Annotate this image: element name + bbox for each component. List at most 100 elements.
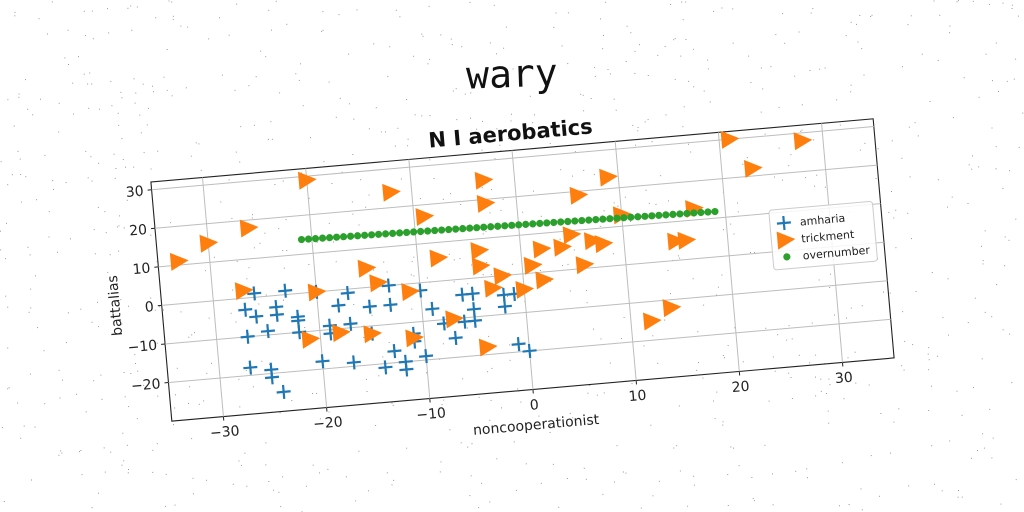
data-point	[494, 222, 502, 230]
speckle-dot	[539, 269, 541, 271]
speckle-dot	[626, 25, 628, 27]
speckle-dot	[807, 477, 808, 479]
speckle-dot	[252, 214, 253, 216]
speckle-dot	[751, 477, 753, 478]
data-point	[562, 226, 582, 245]
speckle-dot	[620, 338, 622, 339]
speckle-dot	[265, 464, 267, 466]
data-point	[346, 232, 355, 240]
speckle-dot	[471, 443, 473, 445]
speckle-dot	[25, 176, 27, 178]
data-point	[585, 216, 593, 224]
speckle-dot	[58, 454, 60, 456]
speckle-dot	[228, 179, 230, 181]
data-point	[346, 355, 361, 370]
speckle-dot	[798, 354, 800, 356]
speckle-dot	[439, 471, 441, 473]
speckle-dot	[304, 327, 306, 328]
speckle-dot	[441, 404, 443, 405]
speckle-dot	[947, 278, 949, 280]
speckle-dot	[208, 317, 210, 319]
data-point	[493, 267, 513, 286]
speckle-dot	[730, 223, 732, 225]
speckle-dot	[62, 379, 63, 381]
speckle-dot	[871, 14, 873, 16]
speckle-dot	[482, 233, 484, 235]
data-point	[583, 232, 603, 251]
speckle-dot	[992, 437, 994, 439]
speckle-dot	[490, 399, 492, 401]
data-point	[307, 283, 327, 302]
speckle-dot	[131, 29, 133, 31]
speckle-dot	[931, 272, 933, 273]
speckle-dot	[378, 375, 380, 377]
speckle-dot	[713, 10, 715, 12]
speckle-dot	[150, 168, 152, 170]
speckle-dot	[327, 468, 329, 470]
data-point	[415, 208, 435, 227]
speckle-dot	[679, 470, 681, 472]
speckle-dot	[915, 291, 917, 292]
speckle-dot	[603, 392, 605, 394]
speckle-dot	[333, 241, 334, 243]
data-point	[304, 235, 313, 243]
speckle-dot	[790, 377, 792, 378]
speckle-dot	[275, 0, 277, 2]
speckle-dot	[824, 186, 826, 188]
speckle-dot	[93, 229, 95, 231]
data-point	[418, 349, 434, 364]
x-grid-line	[717, 132, 740, 372]
speckle-dot	[323, 161, 325, 163]
speckle-dot	[232, 289, 234, 291]
speckle-dot	[879, 495, 880, 497]
speckle-dot	[883, 291, 884, 293]
speckle-dot	[632, 124, 634, 126]
speckle-dot	[645, 189, 647, 191]
speckle-dot	[143, 384, 145, 386]
speckle-dot	[679, 257, 681, 259]
speckle-dot	[870, 16, 872, 17]
speckle-dot	[48, 236, 50, 238]
data-point	[474, 171, 494, 190]
speckle-dot	[135, 92, 137, 94]
speckle-dot	[104, 471, 106, 473]
speckle-dot	[722, 421, 724, 423]
speckle-dot	[949, 32, 950, 34]
speckle-dot	[746, 157, 748, 159]
speckle-dot	[553, 26, 555, 28]
speckle-dot	[20, 201, 22, 203]
speckle-dot	[421, 33, 423, 35]
speckle-dot	[961, 414, 963, 416]
speckle-dot	[80, 308, 82, 310]
speckle-dot	[603, 210, 605, 212]
speckle-dot	[514, 227, 516, 229]
speckle-dot	[305, 485, 307, 487]
speckle-dot	[956, 1, 958, 3]
speckle-dot	[0, 230, 1, 232]
speckle-dot	[674, 38, 676, 40]
speckle-dot	[982, 263, 984, 265]
speckle-dot	[115, 168, 117, 169]
data-point	[564, 217, 572, 226]
speckle-dot	[513, 441, 515, 443]
speckle-dot	[220, 201, 222, 203]
speckle-dot	[888, 212, 890, 214]
speckle-dot	[426, 277, 428, 279]
speckle-dot	[70, 238, 71, 240]
speckle-dot	[460, 204, 462, 205]
speckle-dot	[114, 177, 116, 179]
speckle-dot	[859, 15, 861, 16]
speckle-dot	[1000, 503, 1002, 505]
speckle-dot	[895, 247, 897, 249]
speckle-dot	[258, 303, 260, 305]
speckle-dot	[707, 59, 709, 61]
speckle-dot	[94, 253, 96, 255]
speckle-dot	[772, 504, 774, 506]
speckle-dot	[271, 29, 272, 31]
speckle-dot	[586, 290, 588, 292]
speckle-dot	[991, 127, 993, 129]
data-point	[240, 329, 255, 344]
speckle-dot	[937, 60, 939, 61]
speckle-dot	[891, 140, 893, 142]
speckle-dot	[790, 154, 792, 156]
